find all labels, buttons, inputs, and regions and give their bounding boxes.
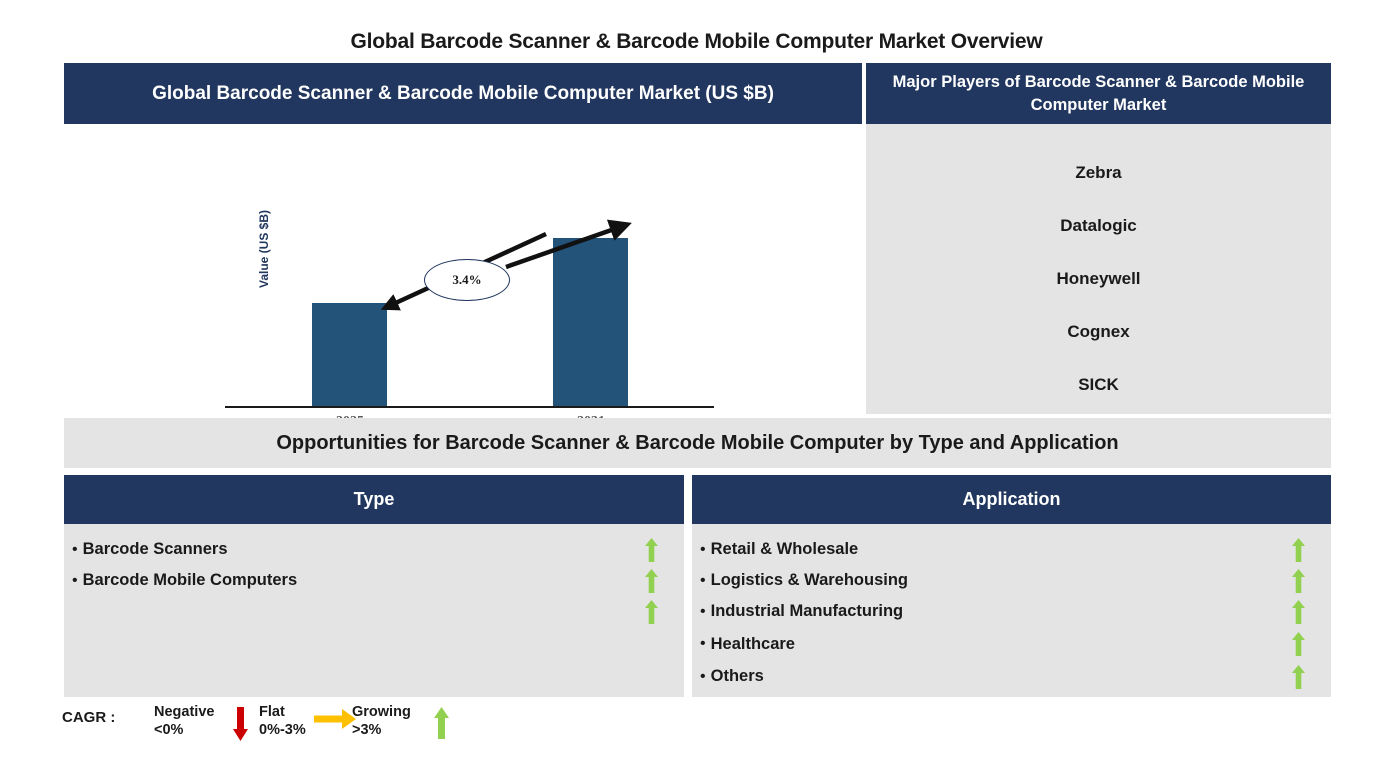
- cagr-callout: 3.4%: [424, 259, 510, 301]
- list-item: • Others: [692, 661, 1331, 692]
- list-item: • Barcode Scanners: [64, 534, 684, 565]
- up-arrow-icon: [1292, 665, 1305, 689]
- legend-label: Negative: [154, 704, 215, 720]
- list-item: SICK: [1078, 375, 1119, 394]
- chart-panel-header: Global Barcode Scanner & Barcode Mobile …: [64, 63, 862, 124]
- legend-range: >3%: [352, 722, 382, 738]
- cagr-legend-title: CAGR :: [62, 709, 116, 726]
- up-arrow-icon: [645, 538, 658, 562]
- list-item: [64, 596, 684, 627]
- application-panel-header: Application: [692, 475, 1331, 524]
- trend-arrow-cell: [642, 565, 684, 596]
- application-item-label: Healthcare: [710, 634, 795, 653]
- type-item-label: Barcode Scanners: [82, 540, 228, 558]
- trend-arrow-cell: [642, 534, 684, 565]
- legend-entry-growing: Growing >3%: [352, 703, 411, 739]
- type-item-label: Barcode Mobile Computers: [82, 571, 298, 589]
- bullet-icon: •: [700, 635, 706, 652]
- bullet-icon: •: [700, 602, 706, 620]
- players-list: Zebra Datalogic Honeywell Cognex SICK: [866, 124, 1331, 411]
- bullet-icon: •: [700, 571, 706, 589]
- up-arrow-icon: [434, 707, 449, 739]
- players-panel-header: Major Players of Barcode Scanner & Barco…: [866, 63, 1331, 124]
- bar-2025: [312, 303, 387, 406]
- bullet-icon: •: [72, 571, 78, 589]
- list-item: Honeywell: [1056, 269, 1141, 288]
- type-list: • Barcode Scanners • Barcode Mobile Comp…: [64, 524, 684, 627]
- list-item: Cognex: [1067, 322, 1130, 341]
- trend-arrow-cell: [1289, 596, 1331, 627]
- bullet-icon: •: [72, 540, 78, 558]
- page-title: Global Barcode Scanner & Barcode Mobile …: [350, 30, 1043, 53]
- list-item: Zebra: [1075, 163, 1122, 182]
- legend-label: Growing: [352, 704, 411, 720]
- cagr-legend: CAGR : Negative <0% Flat 0%-3% Growing >…: [62, 703, 542, 758]
- legend-range: <0%: [154, 722, 184, 738]
- bullet-icon: •: [700, 667, 706, 685]
- down-arrow-icon: [233, 707, 248, 741]
- list-item: Datalogic: [1060, 216, 1137, 235]
- x-axis-line: [225, 406, 714, 408]
- right-arrow-icon: [314, 709, 356, 729]
- legend-entry-flat: Flat 0%-3%: [259, 703, 306, 739]
- application-item-label: Industrial Manufacturing: [710, 602, 904, 620]
- up-arrow-icon: [1292, 600, 1305, 624]
- chart-plot-area: Value (US $B) 3.4% 2025 2031: [64, 124, 862, 461]
- trend-arrow-cell: [642, 596, 684, 627]
- trend-arrow-cell: [1289, 661, 1331, 692]
- list-item: • Healthcare: [692, 627, 1331, 661]
- legend-label: Flat: [259, 704, 285, 720]
- application-item-label: Logistics & Warehousing: [710, 571, 909, 589]
- market-chart-panel: Global Barcode Scanner & Barcode Mobile …: [64, 63, 862, 461]
- trend-arrow-cell: [1289, 565, 1331, 596]
- major-players-panel: Major Players of Barcode Scanner & Barco…: [866, 63, 1331, 414]
- bullet-icon: •: [700, 540, 706, 558]
- list-item: • Retail & Wholesale: [692, 534, 1331, 565]
- opportunities-banner: Opportunities for Barcode Scanner & Barc…: [64, 418, 1331, 468]
- list-item: • Barcode Mobile Computers: [64, 565, 684, 596]
- up-arrow-icon: [1292, 538, 1305, 562]
- application-item-label: Others: [710, 667, 764, 685]
- up-arrow-icon: [1292, 569, 1305, 593]
- up-arrow-icon: [645, 569, 658, 593]
- up-arrow-icon: [1292, 632, 1305, 656]
- list-item: • Logistics & Warehousing: [692, 565, 1331, 596]
- application-item-label: Retail & Wholesale: [710, 540, 859, 558]
- list-item: • Industrial Manufacturing: [692, 596, 1331, 627]
- legend-range: 0%-3%: [259, 722, 306, 738]
- type-panel: Type • Barcode Scanners • Barcode Mobile…: [64, 475, 684, 697]
- trend-arrow-cell: [1289, 627, 1331, 661]
- legend-entry-negative: Negative <0%: [154, 703, 214, 739]
- bar-2031: [553, 238, 628, 406]
- application-list: • Retail & Wholesale • Logistics & Wareh…: [692, 524, 1331, 692]
- application-panel: Application • Retail & Wholesale • Logis…: [692, 475, 1331, 697]
- type-panel-header: Type: [64, 475, 684, 524]
- up-arrow-icon: [645, 600, 658, 624]
- trend-arrow-cell: [1289, 534, 1331, 565]
